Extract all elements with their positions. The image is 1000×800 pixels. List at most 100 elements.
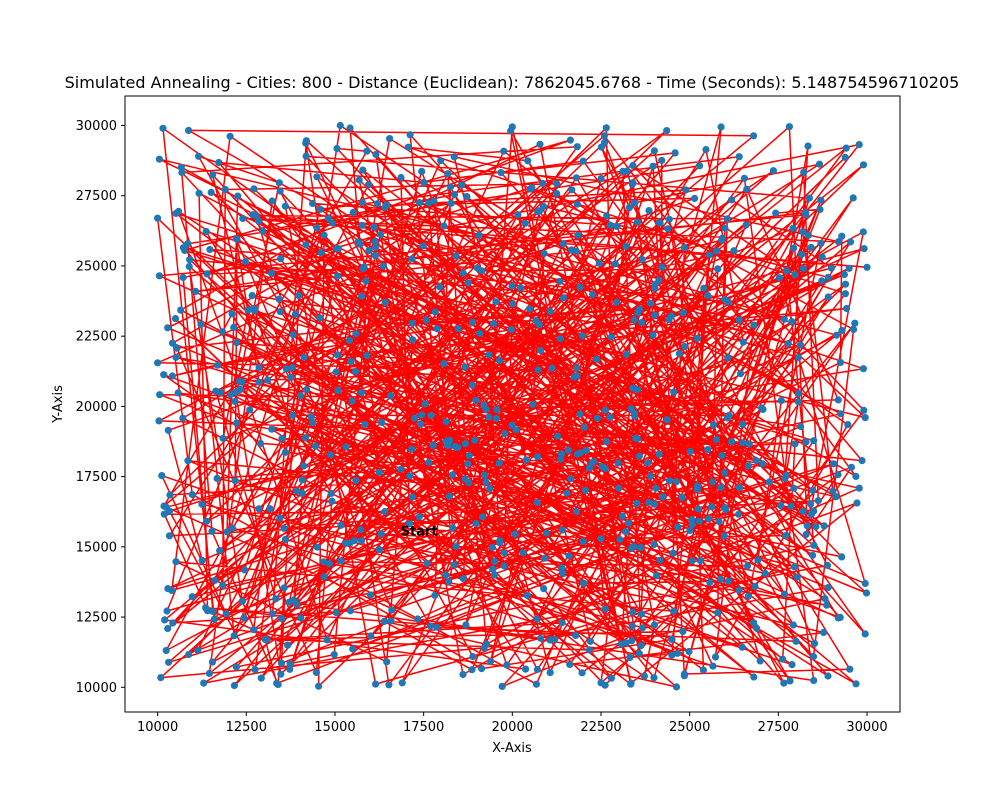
city-point	[219, 581, 227, 589]
city-point	[336, 121, 344, 130]
city-point	[790, 244, 798, 252]
city-point	[860, 245, 868, 253]
city-point	[316, 314, 324, 322]
city-point	[628, 637, 636, 645]
city-point	[629, 179, 637, 187]
city-point	[387, 617, 395, 625]
city-point	[352, 476, 360, 484]
city-point	[858, 457, 866, 465]
city-point	[712, 435, 721, 443]
city-point	[465, 451, 473, 460]
city-point	[679, 627, 687, 636]
city-point	[672, 683, 681, 691]
city-point	[836, 358, 845, 366]
city-point	[280, 584, 288, 592]
city-point	[179, 273, 187, 282]
city-point	[824, 584, 832, 592]
city-point	[761, 569, 769, 578]
city-point	[635, 649, 643, 658]
city-point	[371, 252, 379, 260]
city-point	[267, 269, 276, 277]
city-point	[345, 336, 354, 344]
city-point	[372, 150, 380, 159]
city-point	[841, 290, 850, 298]
city-point	[644, 459, 652, 467]
city-point	[327, 451, 335, 459]
city-point	[501, 430, 509, 438]
city-point	[567, 475, 575, 483]
city-point	[226, 132, 234, 140]
city-point	[543, 529, 551, 537]
city-point	[437, 157, 445, 165]
city-point	[469, 653, 477, 661]
city-point	[351, 367, 360, 376]
city-point	[718, 236, 726, 244]
city-point	[174, 389, 182, 397]
city-point	[576, 283, 584, 291]
city-point	[656, 219, 664, 227]
city-point	[241, 257, 250, 266]
city-point	[376, 230, 385, 239]
city-point	[779, 655, 787, 663]
city-point	[536, 346, 545, 354]
city-point	[834, 396, 842, 404]
city-point	[645, 498, 653, 506]
x-tick-label: 22500	[580, 720, 621, 735]
city-point	[717, 575, 725, 583]
city-point	[461, 440, 469, 448]
city-point	[175, 207, 183, 215]
city-point	[397, 465, 405, 473]
city-point	[743, 185, 751, 193]
city-point	[508, 282, 516, 290]
city-point	[231, 477, 239, 485]
city-point	[480, 401, 488, 409]
city-point	[799, 507, 807, 515]
city-point	[332, 368, 340, 376]
city-point	[159, 124, 167, 132]
city-point	[686, 526, 694, 535]
city-point	[812, 523, 820, 531]
city-point	[702, 146, 710, 154]
city-point	[490, 571, 498, 579]
city-point	[737, 370, 745, 378]
city-point	[853, 499, 861, 507]
city-point	[629, 608, 637, 616]
city-point	[184, 457, 192, 465]
city-point	[293, 487, 301, 495]
city-point	[750, 673, 758, 681]
city-point	[246, 406, 254, 414]
city-point	[325, 560, 334, 568]
city-point	[323, 636, 331, 644]
city-point	[670, 607, 678, 615]
city-point	[809, 652, 818, 661]
city-point	[658, 263, 666, 271]
city-point	[198, 556, 206, 565]
city-point	[309, 199, 317, 208]
city-point	[464, 279, 472, 287]
city-point	[633, 386, 642, 394]
city-point	[287, 373, 295, 382]
city-point	[250, 185, 258, 193]
city-point	[154, 359, 162, 367]
city-point	[788, 661, 796, 669]
city-point	[238, 597, 246, 605]
city-point	[566, 136, 575, 144]
city-point	[203, 517, 211, 525]
city-point	[320, 231, 328, 239]
y-tick-label: 30000	[76, 119, 117, 134]
y-tick-label: 12500	[76, 611, 117, 626]
city-point	[431, 591, 439, 599]
city-point	[264, 376, 272, 384]
city-point	[485, 351, 493, 359]
city-point	[529, 400, 537, 408]
city-point	[664, 225, 672, 233]
city-point	[777, 502, 785, 510]
city-point	[281, 202, 289, 210]
city-point	[597, 143, 606, 151]
city-point	[468, 381, 476, 389]
city-point	[563, 489, 571, 497]
city-point	[791, 271, 799, 279]
city-point	[161, 616, 169, 624]
city-point	[715, 517, 723, 526]
city-point	[408, 493, 416, 501]
